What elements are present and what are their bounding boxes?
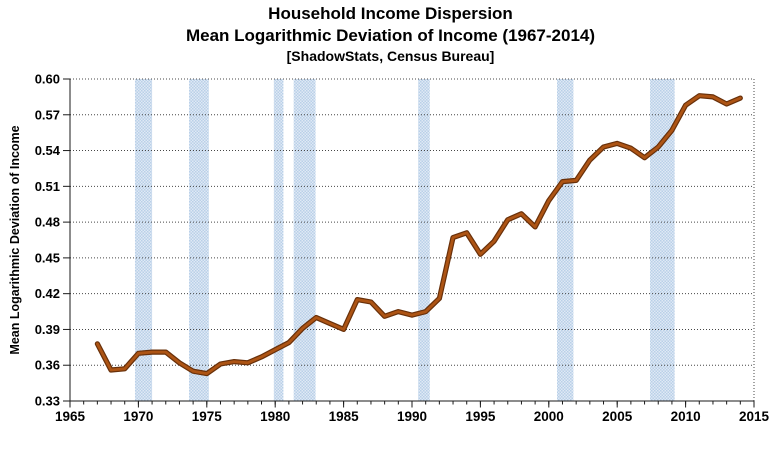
y-tick-label: 0.39 (35, 322, 60, 337)
y-axis-title: Mean Logarithmic Deviation of Income (8, 125, 22, 354)
y-tick-label: 0.57 (35, 107, 60, 122)
data-line (96, 94, 742, 376)
recession-band (418, 79, 430, 401)
title-block: Household Income Dispersion Mean Logarit… (0, 3, 781, 66)
x-tick-label: 2010 (671, 409, 701, 424)
y-tick-label: 0.36 (35, 358, 60, 373)
y-tick-label: 0.48 (35, 215, 60, 230)
y-tick-label: 0.60 (35, 72, 60, 87)
chart-subtitle: Mean Logarithmic Deviation of Income (19… (185, 26, 596, 45)
x-tick-label: 1980 (260, 409, 290, 424)
chart-title: Household Income Dispersion (268, 4, 513, 23)
x-tick-label: 1970 (123, 409, 153, 424)
recession-band (273, 79, 284, 401)
y-tick-label: 0.51 (35, 179, 60, 194)
x-tick-label: 1975 (192, 409, 223, 424)
x-tick-label: 1965 (55, 409, 86, 424)
chart-source: [ShadowStats, Census Bureau] (286, 48, 495, 64)
recession-band (557, 79, 574, 401)
x-tick-label: 1995 (465, 409, 496, 424)
recession-band (293, 79, 316, 401)
y-tick-label: 0.42 (35, 286, 60, 301)
x-tick-label: 2005 (602, 409, 633, 424)
x-tick-label: 2000 (534, 409, 564, 424)
x-tick-label: 1985 (329, 409, 360, 424)
y-tick-label: 0.54 (35, 143, 61, 158)
x-tick-label: 1990 (397, 409, 427, 424)
y-tick-label: 0.33 (35, 394, 60, 409)
recession-band (134, 79, 153, 401)
y-tick-label: 0.45 (35, 250, 60, 265)
recession-band (189, 79, 209, 401)
x-tick-label: 2015 (739, 409, 770, 424)
